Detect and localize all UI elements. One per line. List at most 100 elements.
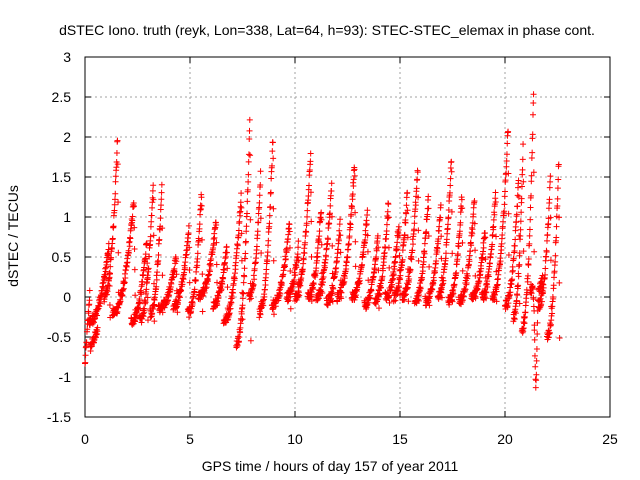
data-point [423,228,430,235]
data-point [295,257,302,264]
data-point [135,306,142,313]
data-point [126,243,133,250]
data-point [227,305,234,312]
data-point [378,284,385,291]
data-point [143,286,150,293]
data-point [429,286,436,293]
data-point [510,255,517,262]
data-point [315,295,322,302]
data-point [211,234,218,241]
data-point [161,304,168,311]
data-point [410,241,417,248]
data-point [144,260,151,267]
data-point [343,265,350,272]
data-point [392,253,399,260]
data-point [112,190,119,197]
data-point [552,258,559,265]
data-point [238,317,245,324]
data-point [351,172,358,179]
data-point [472,247,479,254]
data-point [340,280,347,287]
data-point [156,236,163,243]
data-point [385,201,392,208]
data-point [528,178,535,185]
data-point [511,249,518,256]
data-point [244,186,251,193]
data-point [257,182,264,189]
data-point [375,244,382,251]
data-point [142,299,149,306]
y-tick-label: 3 [63,49,71,65]
data-point [337,293,344,300]
data-point [400,241,407,248]
data-point [426,293,433,300]
data-point [551,268,558,275]
data-point [151,318,158,325]
data-point [147,233,154,240]
data-point [517,218,524,225]
data-point [497,250,504,257]
data-point [554,195,561,202]
data-point [388,284,395,291]
data-point [287,268,294,275]
data-point [247,289,254,296]
data-point [281,263,288,270]
data-point [545,334,552,341]
data-point [158,189,165,196]
data-point [525,261,532,268]
data-point [151,280,158,287]
data-point [256,192,263,199]
data-point [293,264,300,271]
data-point [511,316,518,323]
data-point [356,277,363,284]
data-point [109,235,116,242]
data-point [282,255,289,262]
data-point [445,214,452,221]
data-point [337,216,344,223]
data-point [533,357,540,364]
data-point [108,245,115,252]
data-point [131,224,138,231]
data-point [106,302,113,309]
data-point [186,279,193,286]
data-point [247,152,254,159]
data-point [413,185,420,192]
data-point [236,334,243,341]
data-point [530,111,536,118]
data-point [294,251,301,258]
data-point [483,289,490,296]
data-point [150,196,157,203]
data-point [518,195,525,202]
data-point [421,240,428,247]
data-point [530,169,537,176]
data-point [385,244,392,251]
data-point [272,303,279,310]
data-point [213,239,220,246]
y-tick-label: -1.5 [47,409,71,425]
data-point [352,293,359,300]
data-point [482,256,489,263]
data-point [547,257,554,264]
data-point [538,301,545,308]
data-point [159,225,166,232]
data-point [141,307,148,314]
data-point [484,284,491,291]
data-point [104,288,111,295]
data-point [401,296,408,303]
data-point [250,281,257,288]
data-point [257,168,264,175]
data-point [295,289,302,296]
data-point [555,176,562,183]
data-point [384,215,391,222]
data-point [183,251,190,258]
data-point [329,289,336,296]
data-point [199,271,206,278]
data-point [511,247,518,254]
data-point [124,259,131,266]
data-point [408,256,415,263]
data-point [112,178,119,185]
data-point [259,297,266,304]
data-point [474,286,481,293]
data-point [206,266,213,273]
data-point [459,205,466,212]
